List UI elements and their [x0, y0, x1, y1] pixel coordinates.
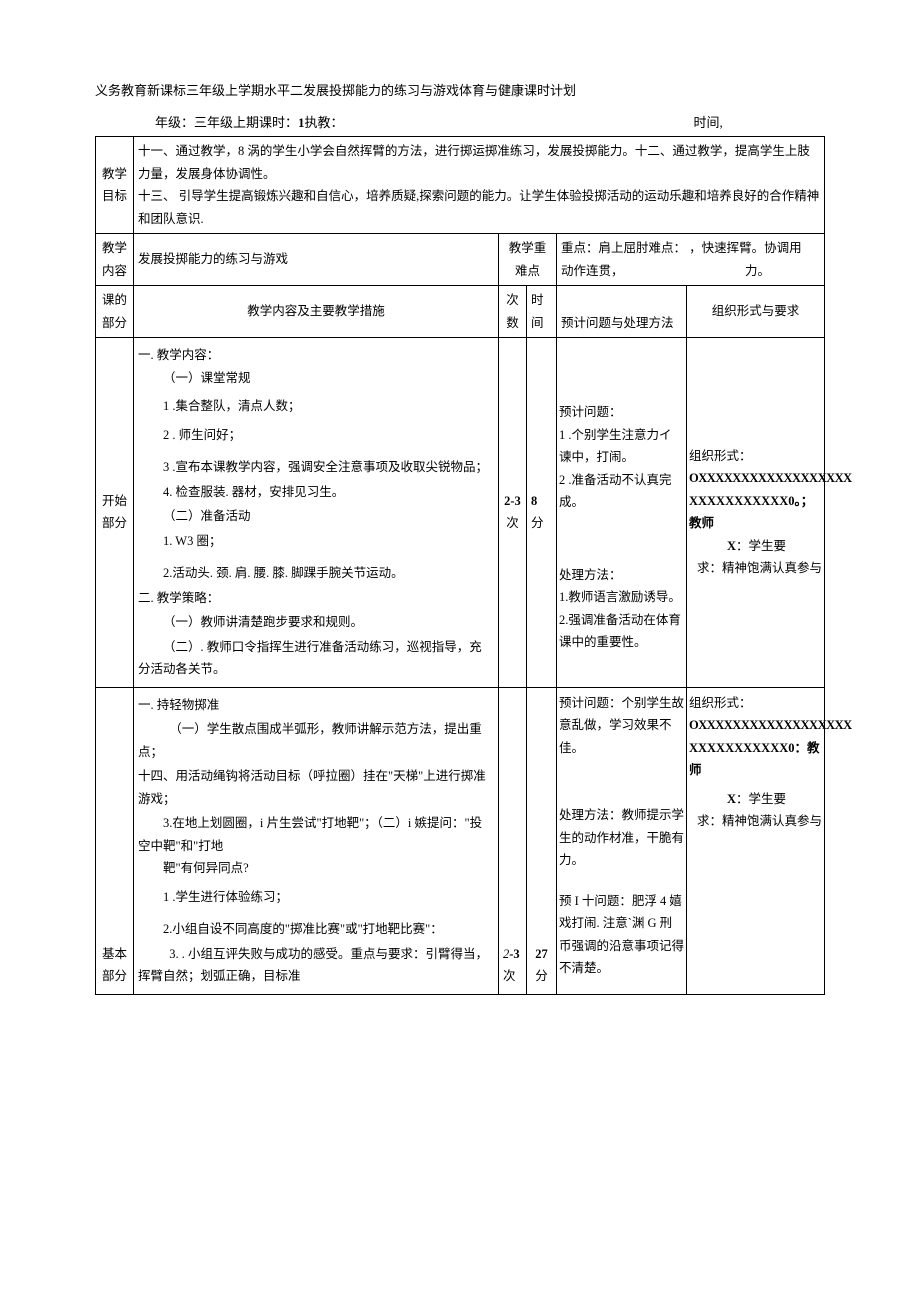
start-p6: 2.强调准备活动在体育课中的重要性。	[559, 609, 684, 654]
start-h1: 一. 教学内容：	[138, 344, 494, 367]
start-label: 开始部分	[96, 338, 134, 688]
content-text: 发展投掷能力的练习与游戏	[134, 234, 499, 286]
start-s3: （一）教师讲清楚跑步要求和规则。	[138, 611, 494, 634]
start-o4: X：学生要	[689, 535, 824, 558]
start-p5: 1.教师语言激励诱导。	[559, 586, 684, 609]
basic-i6: 3. . 小组互评失败与成功的感受。重点与要求：引臂得当，挥臂自然；划弧正确，目…	[138, 943, 494, 988]
basic-org: 组织形式： OXXXXXXXXXXXXXXXXXX XXXXXXXXXXX0：教…	[686, 687, 824, 994]
teacher-label: 执教：	[305, 115, 344, 130]
difficulty-text: 重点：肩上屈肘难点： ，快速挥臂。协调用 动作连贯， 力。	[556, 234, 824, 286]
basic-p3: 预 I 十问题：肥浮 4 嬉戏打闹. 注意`渊 G 刑币强调的沿意事项记得不清楚…	[559, 890, 684, 980]
start-i3: 3 .宣布本课教学内容，强调安全注意事项及收取尖锐物品；	[138, 456, 494, 479]
basic-time: 27分	[526, 687, 556, 994]
basic-o1: 组织形式：	[689, 692, 824, 715]
basic-problem: 预计问题：个别学生故意乱做，学习效果不佳。 处理方法：教师提示学生的动作材准，干…	[556, 687, 686, 994]
section-label: 课的部分	[96, 286, 134, 338]
basic-o2: OXXXXXXXXXXXXXXXXXX	[689, 714, 824, 737]
grade-label: 年级：	[155, 115, 194, 130]
start-s1: （一）课堂常规	[138, 367, 494, 390]
basic-p1: 预计问题：个别学生故意乱做，学习效果不佳。	[559, 692, 684, 760]
start-time: 8分	[526, 338, 556, 688]
row-goals: 教学目标 十一、通过教学，8 涡的学生小学会自然挥臂的方法，进行掷运掷准练习，发…	[96, 137, 825, 234]
start-i1: 1 .集合整队，清点人数；	[138, 395, 494, 418]
start-i4: 4. 检查服装. 器材，安排见习生。	[138, 481, 494, 504]
goals-label: 教学目标	[96, 137, 134, 234]
basic-label: 基本部分	[96, 687, 134, 994]
basic-h1: 一. 持轻物掷准	[138, 694, 494, 717]
difficulty-line1: 重点：肩上屈肘难点： ，快速挥臂。协调用	[561, 237, 802, 260]
start-count: 2-3次	[498, 338, 526, 688]
basic-i1: （一）学生散点围成半弧形，教师讲解示范方法，提出重点；	[138, 718, 494, 763]
doc-subtitle: 年级：三年级上期课时：1执教：时间,	[95, 112, 825, 134]
basic-i2: 十四、用活动绳钩将活动目标（呼拉圈）挂在"天梯"上进行掷准游戏；	[138, 765, 494, 810]
basic-i5: 2.小组自设不同高度的"掷准比赛"或"打地靶比赛"：	[138, 918, 494, 941]
start-org: 组织形式： OXXXXXXXXXXXXXXXXXX XXXXXXXXXXX0。；…	[686, 338, 824, 688]
count-label: 次数	[498, 286, 526, 338]
start-s4: （二）. 教师口令指挥生进行准备活动练习，巡视指导，充分活动各关节。	[138, 636, 494, 681]
content-label: 教学内容	[96, 234, 134, 286]
org-label: 组织形式与要求	[686, 286, 824, 338]
problem-label: 预计问题与处理方法	[556, 286, 686, 338]
start-s2: （二）准备活动	[138, 505, 494, 528]
start-h2: 二. 教学策略：	[138, 587, 494, 610]
time-label-col: 时间	[526, 286, 556, 338]
basic-i3b: 靶"有何异同点?	[138, 857, 494, 880]
start-i2: 2 . 师生问好；	[138, 424, 494, 447]
basic-content: 一. 持轻物掷准 （一）学生散点围成半弧形，教师讲解示范方法，提出重点； 十四、…	[134, 687, 499, 994]
difficulty-line2a: 动作连贯，	[561, 260, 624, 283]
start-p4: 处理方法：	[559, 564, 684, 587]
lesson-plan-table: 教学目标 十一、通过教学，8 涡的学生小学会自然挥臂的方法，进行掷运掷准练习，发…	[95, 136, 825, 995]
row-start: 开始部分 一. 教学内容： （一）课堂常规 1 .集合整队，清点人数； 2 . …	[96, 338, 825, 688]
goals-text: 十一、通过教学，8 涡的学生小学会自然挥臂的方法，进行掷运掷准练习，发展投掷能力…	[134, 137, 825, 234]
difficulty-line2b: 力。	[745, 260, 770, 283]
row-basic: 基本部分 一. 持轻物掷准 （一）学生散点围成半弧形，教师讲解示范方法，提出重点…	[96, 687, 825, 994]
basic-o3: XXXXXXXXXXX0：教师	[689, 737, 824, 782]
start-p3: 2 .准备活动不认真完成。	[559, 469, 684, 514]
start-i6: 2.活动头. 颈. 肩. 腰. 膝. 脚踝手腕关节运动。	[138, 562, 494, 585]
start-content: 一. 教学内容： （一）课堂常规 1 .集合整队，清点人数； 2 . 师生问好；…	[134, 338, 499, 688]
start-o5: 求：精神饱满认真参与	[689, 557, 824, 580]
start-p2: 1 .个别学生注意力イ 谏中，打闹。	[559, 424, 684, 469]
method-label: 教学内容及主要教学措施	[134, 286, 499, 338]
grade-value: 三年级上期课时：	[194, 115, 298, 130]
start-problem: 预计问题： 1 .个别学生注意力イ 谏中，打闹。 2 .准备活动不认真完成。 处…	[556, 338, 686, 688]
basic-i3: 3.在地上划圆圈，i 片生尝试"打地靶"；（二）i 嫉提问："投空中靶"和"打地	[138, 812, 494, 857]
basic-o4: X：学生要	[689, 788, 824, 811]
start-p1: 预计问题：	[559, 401, 684, 424]
start-i5: 1. W3 圈；	[138, 530, 494, 553]
doc-title: 义务教育新课标三年级上学期水平二发展投掷能力的练习与游戏体育与健康课时计划	[95, 80, 825, 102]
basic-p2: 处理方法：教师提示学生的动作材准，干脆有力。	[559, 804, 684, 872]
start-o3: XXXXXXXXXXX0。；教师	[689, 490, 824, 535]
start-o1: 组织形式：	[689, 445, 824, 468]
row-content: 教学内容 发展投掷能力的练习与游戏 教学重难点 重点：肩上屈肘难点： ，快速挥臂…	[96, 234, 825, 286]
basic-count: 2-3次	[498, 687, 526, 994]
difficulty-label: 教学重难点	[498, 234, 556, 286]
basic-i4: 1 .学生进行体验练习；	[138, 886, 494, 909]
row-header: 课的部分 教学内容及主要教学措施 次数 时间 预计问题与处理方法 组织形式与要求	[96, 286, 825, 338]
start-o2: OXXXXXXXXXXXXXXXXXX	[689, 467, 824, 490]
time-label: 时间,	[694, 115, 723, 130]
basic-o5: 求：精神饱满认真参与	[689, 810, 824, 833]
